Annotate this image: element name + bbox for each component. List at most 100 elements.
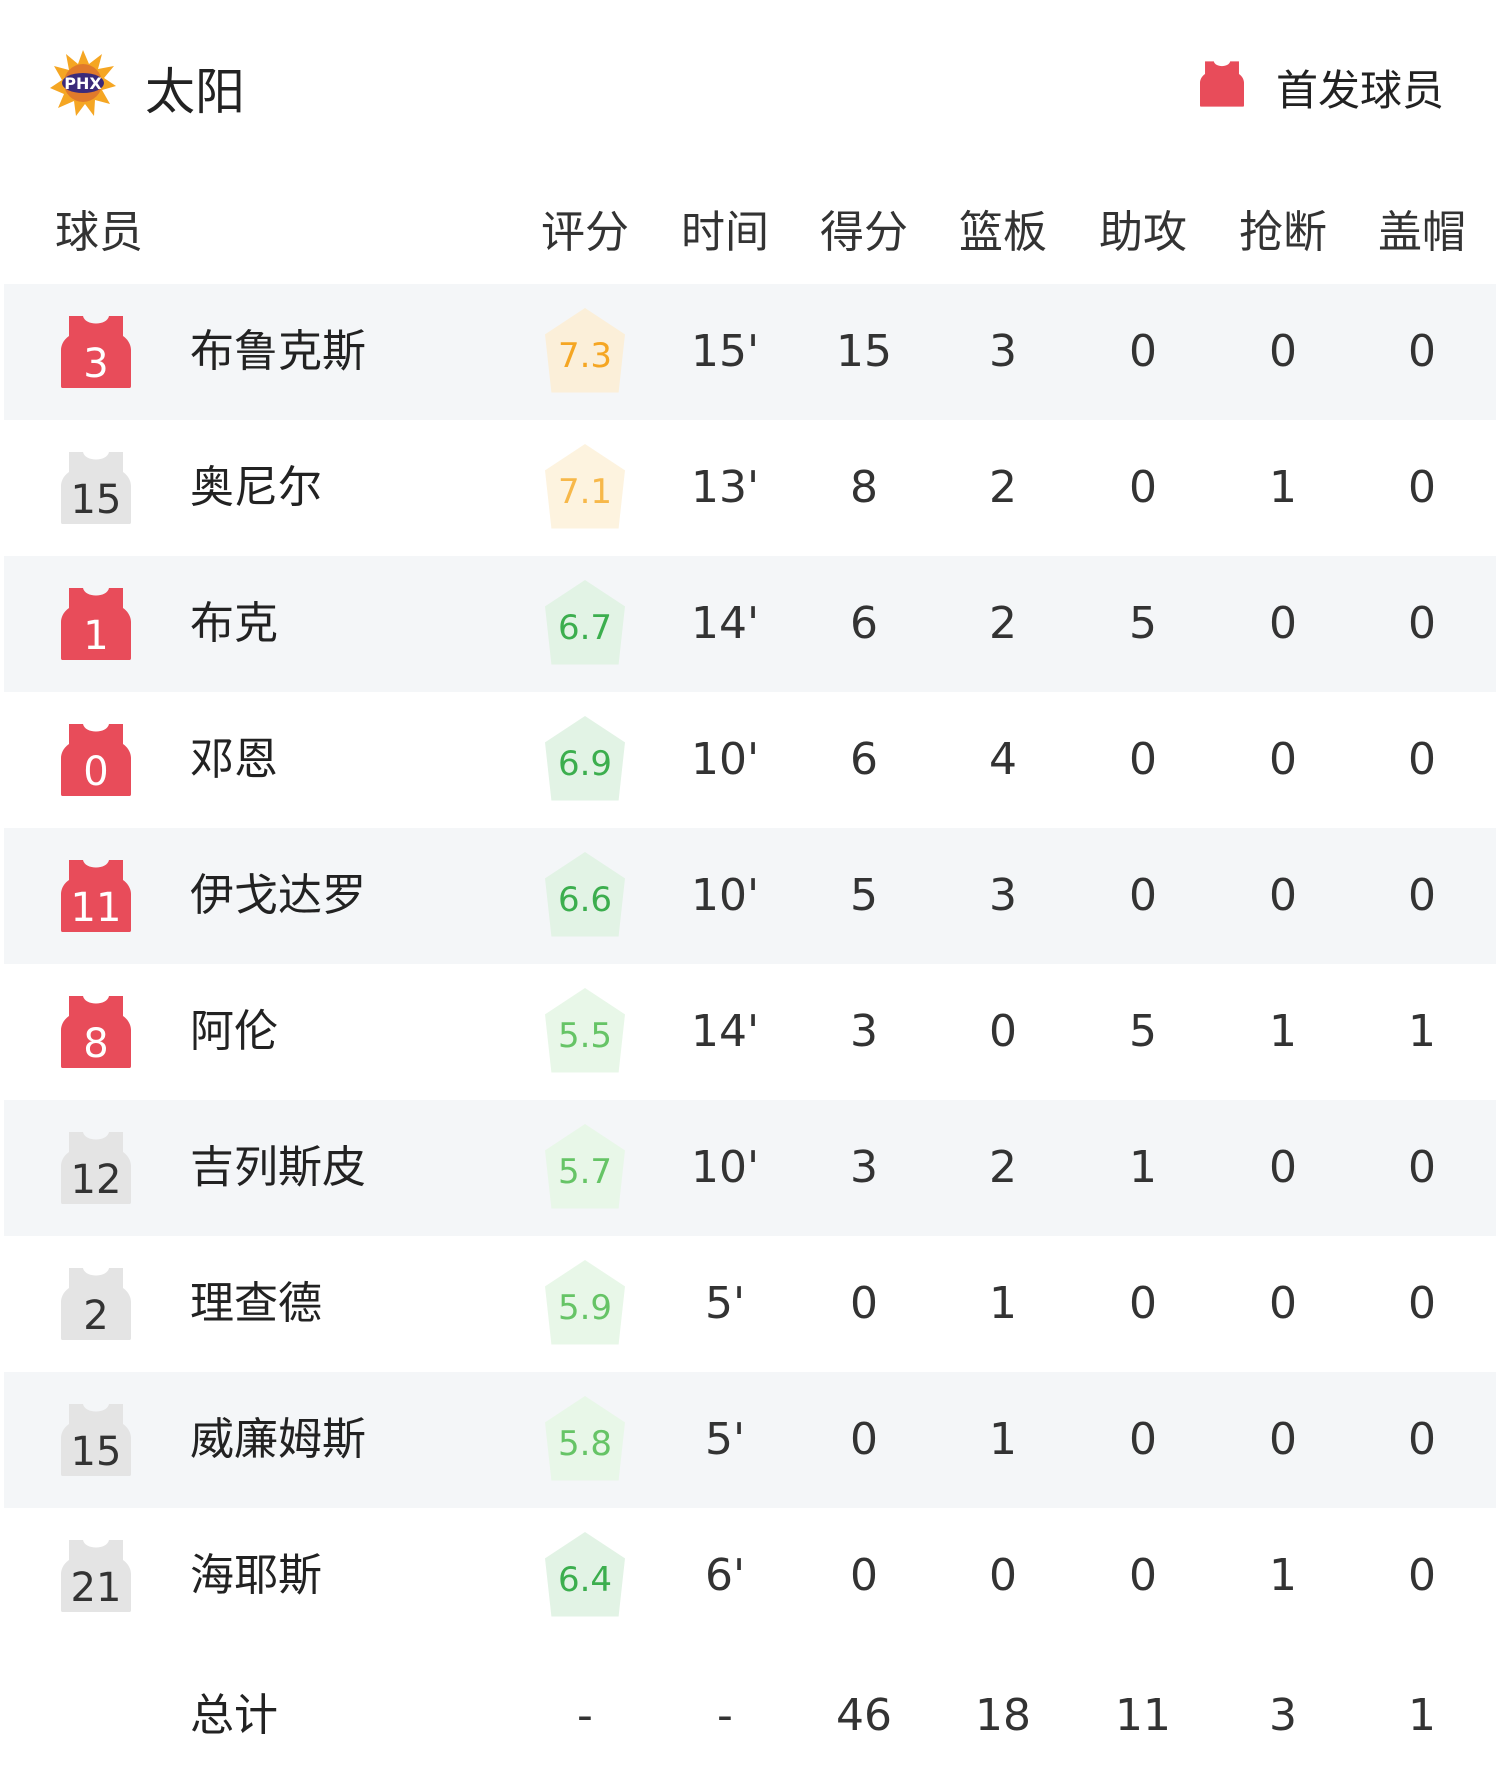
player-name[interactable]: 威廉姆斯 <box>190 1414 366 1465</box>
stat-rebounds: 1 <box>989 1278 1017 1329</box>
player-row[interactable]: 3 布鲁克斯 7.3 15' 15 3 0 0 0 <box>4 284 1496 420</box>
player-name[interactable]: 阿伦 <box>190 1006 278 1057</box>
starter-jersey-icon <box>1200 60 1244 112</box>
total-steals: 3 <box>1269 1690 1297 1741</box>
stat-minutes: 6' <box>704 1550 746 1601</box>
stat-steals: 0 <box>1269 870 1297 921</box>
stat-points: 3 <box>850 1006 878 1057</box>
stat-steals: 1 <box>1269 462 1297 513</box>
total-assists: 11 <box>1115 1690 1171 1741</box>
rating-badge: 5.8 <box>545 1396 625 1481</box>
jersey-icon: 21 <box>61 1540 131 1612</box>
total-rebounds: 18 <box>975 1690 1031 1741</box>
total-minutes: - <box>717 1690 733 1741</box>
player-row[interactable]: 15 威廉姆斯 5.8 5' 0 1 0 0 0 <box>4 1372 1496 1508</box>
stat-steals: 0 <box>1269 1142 1297 1193</box>
stat-blocks: 0 <box>1408 1142 1436 1193</box>
col-steals[interactable]: 抢断 <box>1239 207 1327 258</box>
player-name[interactable]: 吉列斯皮 <box>190 1142 366 1193</box>
stat-steals: 0 <box>1269 1414 1297 1465</box>
stat-steals: 1 <box>1269 1006 1297 1057</box>
stat-rebounds: 0 <box>989 1006 1017 1057</box>
svg-text:PHX: PHX <box>64 74 102 93</box>
jersey-icon: 2 <box>61 1268 131 1340</box>
stat-minutes: 15' <box>690 326 760 377</box>
stat-minutes: 14' <box>690 1006 760 1057</box>
stat-assists: 0 <box>1129 326 1157 377</box>
player-row[interactable]: 21 海耶斯 6.4 6' 0 0 0 1 0 <box>4 1508 1496 1644</box>
team-header: PHX 太阳 首发球员 <box>0 0 1500 170</box>
stat-steals: 0 <box>1269 598 1297 649</box>
player-name[interactable]: 邓恩 <box>190 734 278 785</box>
rating-badge: 5.5 <box>545 988 625 1073</box>
player-name[interactable]: 伊戈达罗 <box>190 870 366 921</box>
stat-minutes: 10' <box>690 734 760 785</box>
col-blocks[interactable]: 盖帽 <box>1378 207 1466 258</box>
stat-minutes: 10' <box>690 870 760 921</box>
stat-blocks: 0 <box>1408 870 1436 921</box>
rating-badge: 6.9 <box>545 716 625 801</box>
total-row: 总计 - - 46 18 11 3 1 <box>4 1648 1496 1784</box>
stat-points: 6 <box>850 734 878 785</box>
stat-points: 0 <box>850 1414 878 1465</box>
table-header: 球员 评分 时间 得分 篮板 助攻 抢断 盖帽 <box>0 196 1500 258</box>
stat-assists: 0 <box>1129 1278 1157 1329</box>
player-row[interactable]: 2 理查德 5.9 5' 0 1 0 0 0 <box>4 1236 1496 1372</box>
stat-rebounds: 1 <box>989 1414 1017 1465</box>
player-row[interactable]: 0 邓恩 6.9 10' 6 4 0 0 0 <box>4 692 1496 828</box>
player-name[interactable]: 布克 <box>190 598 278 649</box>
player-row[interactable]: 15 奥尼尔 7.1 13' 8 2 0 1 0 <box>4 420 1496 556</box>
jersey-number: 1 <box>83 613 109 659</box>
col-rebounds[interactable]: 篮板 <box>959 207 1047 258</box>
stat-assists: 0 <box>1129 1414 1157 1465</box>
stat-steals: 0 <box>1269 1278 1297 1329</box>
stat-steals: 0 <box>1269 326 1297 377</box>
stat-points: 0 <box>850 1278 878 1329</box>
jersey-number: 15 <box>70 477 122 523</box>
jersey-number: 12 <box>70 1157 122 1203</box>
stat-blocks: 0 <box>1408 1414 1436 1465</box>
jersey-icon: 15 <box>61 1404 131 1476</box>
col-rating[interactable]: 评分 <box>541 207 629 258</box>
jersey-icon: 1 <box>61 588 131 660</box>
player-name[interactable]: 海耶斯 <box>190 1550 322 1601</box>
player-name[interactable]: 布鲁克斯 <box>190 326 366 377</box>
stat-blocks: 1 <box>1408 1006 1436 1057</box>
jersey-number: 11 <box>70 885 122 931</box>
rating-badge: 7.3 <box>545 308 625 393</box>
col-points[interactable]: 得分 <box>820 207 908 258</box>
stat-blocks: 0 <box>1408 734 1436 785</box>
stat-steals: 1 <box>1269 1550 1297 1601</box>
player-name[interactable]: 奥尼尔 <box>190 462 322 513</box>
player-row[interactable]: 11 伊戈达罗 6.6 10' 5 3 0 0 0 <box>4 828 1496 964</box>
stat-rebounds: 3 <box>989 870 1017 921</box>
stat-assists: 0 <box>1129 1550 1157 1601</box>
total-label: 总计 <box>190 1690 278 1741</box>
jersey-number: 3 <box>83 341 109 387</box>
stat-minutes: 10' <box>690 1142 760 1193</box>
stat-minutes: 14' <box>690 598 760 649</box>
player-row[interactable]: 1 布克 6.7 14' 6 2 5 0 0 <box>4 556 1496 692</box>
stat-points: 5 <box>850 870 878 921</box>
stat-assists: 0 <box>1129 734 1157 785</box>
rating-badge: 5.7 <box>545 1124 625 1209</box>
stat-assists: 5 <box>1129 1006 1157 1057</box>
jersey-icon: 11 <box>61 860 131 932</box>
stat-blocks: 0 <box>1408 1278 1436 1329</box>
stat-blocks: 0 <box>1408 1550 1436 1601</box>
player-row[interactable]: 8 阿伦 5.5 14' 3 0 5 1 1 <box>4 964 1496 1100</box>
player-name[interactable]: 理查德 <box>190 1278 322 1329</box>
jersey-number: 15 <box>70 1429 122 1475</box>
col-assists[interactable]: 助攻 <box>1099 207 1187 258</box>
col-minutes[interactable]: 时间 <box>681 207 769 258</box>
rating-badge: 6.4 <box>545 1532 625 1617</box>
rating-badge: 5.9 <box>545 1260 625 1345</box>
total-points: 46 <box>836 1690 892 1741</box>
rating-badge: 6.6 <box>545 852 625 937</box>
stat-assists: 0 <box>1129 462 1157 513</box>
stat-rebounds: 2 <box>989 1142 1017 1193</box>
player-row[interactable]: 12 吉列斯皮 5.7 10' 3 2 1 0 0 <box>4 1100 1496 1236</box>
stat-minutes: 5' <box>704 1414 746 1465</box>
col-player: 球员 <box>55 207 143 258</box>
stat-blocks: 0 <box>1408 462 1436 513</box>
